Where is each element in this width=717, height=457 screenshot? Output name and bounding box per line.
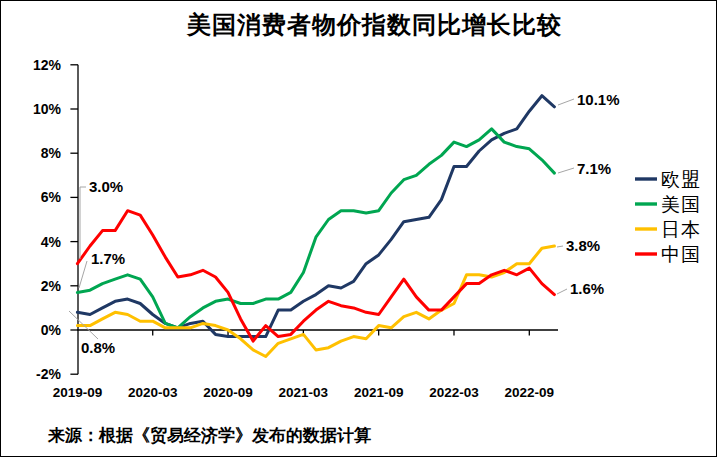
y-tick-label: 2%: [41, 278, 62, 294]
x-tick-label: 2020-03: [128, 385, 178, 400]
legend-label-eu: 欧盟: [661, 169, 701, 190]
cpi-line-chart: 12% 10% 8% 6% 4% 2% 0% -2% 2019-09 2020-03 2020-09…: [1, 1, 717, 457]
y-tick-label: 8%: [41, 145, 62, 161]
value-label: 7.1%: [577, 160, 611, 177]
leader-line: [79, 261, 87, 288]
x-tick-label: 2021-09: [354, 385, 404, 400]
leader-line: [557, 289, 567, 294]
value-label: 1.7%: [91, 250, 125, 267]
leader-line: [80, 187, 86, 259]
value-label: 3.0%: [89, 178, 123, 195]
x-tick-label: 2022-09: [505, 385, 555, 400]
x-tick-label: 2021-03: [279, 385, 329, 400]
chart-frame: 美国消费者物价指数同比增长比较 12%10%8%6%4%2%0%-2%2019-…: [0, 0, 717, 457]
x-tick-label: 2022-03: [429, 385, 479, 400]
source-note: 来源：根据《贸易经济学》发布的数据计算: [48, 424, 371, 447]
leader-line: [558, 99, 574, 105]
value-label: 1.6%: [570, 280, 604, 297]
series-line-japan: [77, 246, 554, 357]
legend-label-us: 美国: [661, 194, 701, 215]
y-tick-label: 6%: [41, 189, 62, 205]
value-label: 0.8%: [81, 339, 115, 356]
series-line-eu: [77, 96, 554, 337]
value-label: 3.8%: [566, 237, 600, 254]
legend-label-japan: 日本: [661, 219, 701, 240]
leader-line: [558, 168, 574, 173]
y-tick-label: 12%: [33, 57, 62, 73]
leader-line: [557, 246, 563, 247]
y-tick-label: 0%: [41, 322, 62, 338]
x-tick-label: 2020-09: [203, 385, 253, 400]
legend-label-china: 中国: [661, 244, 701, 265]
y-tick-label: 10%: [33, 101, 62, 117]
y-tick-label: 4%: [41, 234, 62, 250]
value-label: 10.1%: [577, 91, 620, 108]
x-tick-label: 2019-09: [53, 385, 103, 400]
y-tick-label: -2%: [36, 366, 61, 382]
